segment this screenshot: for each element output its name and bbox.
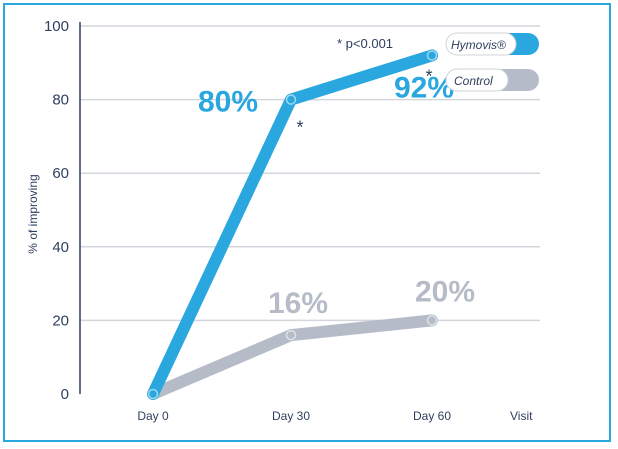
data-point bbox=[426, 50, 438, 61]
legend-label-hymovis: Hymovis® bbox=[451, 38, 506, 52]
y-tick-label: 60 bbox=[52, 165, 69, 182]
data-label: 16% bbox=[268, 287, 328, 320]
series-layer bbox=[147, 49, 438, 400]
y-tick-label: 80 bbox=[52, 92, 69, 109]
x-tick-label: Day 0 bbox=[137, 409, 169, 423]
data-label: 92% bbox=[394, 71, 454, 104]
y-axis-label: % of improving bbox=[26, 174, 40, 253]
legend-label-control: Control bbox=[454, 74, 493, 88]
legend-label-bg-hymovis bbox=[445, 32, 517, 56]
data-point bbox=[426, 315, 438, 326]
grid-layer bbox=[80, 25, 540, 322]
x-tick-label: Day 60 bbox=[413, 409, 451, 423]
data-label: 20% bbox=[415, 275, 475, 308]
y-tick-label: 100 bbox=[44, 18, 69, 35]
legend: Hymovis® Control bbox=[445, 32, 539, 92]
significance-marker: * bbox=[425, 66, 432, 86]
data-point bbox=[285, 94, 297, 105]
label-layer: 80% 92%**16% 20% bbox=[198, 66, 475, 320]
data-label: 80% bbox=[198, 86, 258, 119]
data-point bbox=[285, 329, 297, 341]
significance-note: * p<0.001 bbox=[337, 36, 393, 51]
x-tick-label: Day 30 bbox=[272, 409, 310, 423]
legend-label-bg-control bbox=[445, 68, 509, 92]
significance-marker: * bbox=[296, 118, 303, 138]
axis-layer: 0 20 40 60 80 100 Day 0 Day 30 Day 60 bbox=[44, 18, 451, 423]
x-axis-label: Visit bbox=[510, 409, 533, 423]
data-point bbox=[147, 388, 159, 400]
series-line-hymovis bbox=[147, 49, 438, 400]
y-tick-label: 20 bbox=[52, 312, 69, 329]
y-tick-label: 40 bbox=[52, 239, 69, 256]
y-tick-label: 0 bbox=[61, 386, 69, 403]
